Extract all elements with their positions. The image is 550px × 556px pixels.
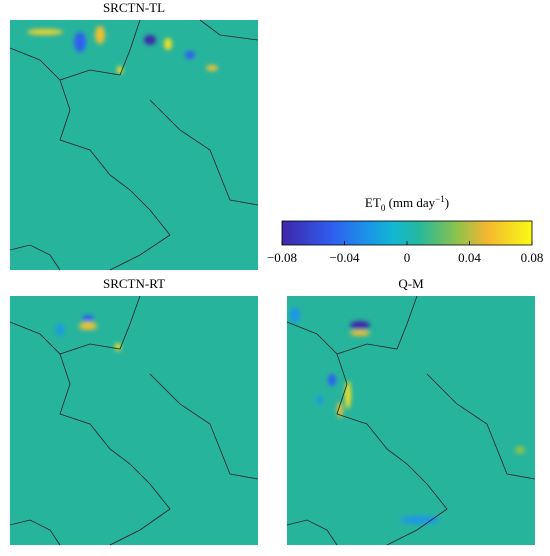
- panel-title: Q-M: [398, 276, 424, 291]
- label-main: ET: [365, 195, 381, 210]
- colorbar-label: ET0 (mm day−1): [365, 194, 449, 213]
- label-close: ): [445, 195, 449, 210]
- panel-title: SRCTN-RT: [103, 276, 165, 291]
- tick-label: −0.08: [267, 250, 297, 265]
- tick-label: 0.04: [458, 250, 481, 265]
- map-panel: [9, 295, 259, 546]
- label-sup: −1: [435, 194, 445, 204]
- label-unit: (mm day: [385, 195, 435, 210]
- label-sub: 0: [381, 203, 386, 213]
- map-panel: [9, 19, 259, 271]
- panel-title: SRCTN-TL: [103, 0, 165, 15]
- tick-label: −0.04: [329, 250, 360, 265]
- tick-label: 0.08: [521, 250, 544, 265]
- map-panel: [286, 295, 536, 546]
- tick-label: 0: [404, 250, 411, 265]
